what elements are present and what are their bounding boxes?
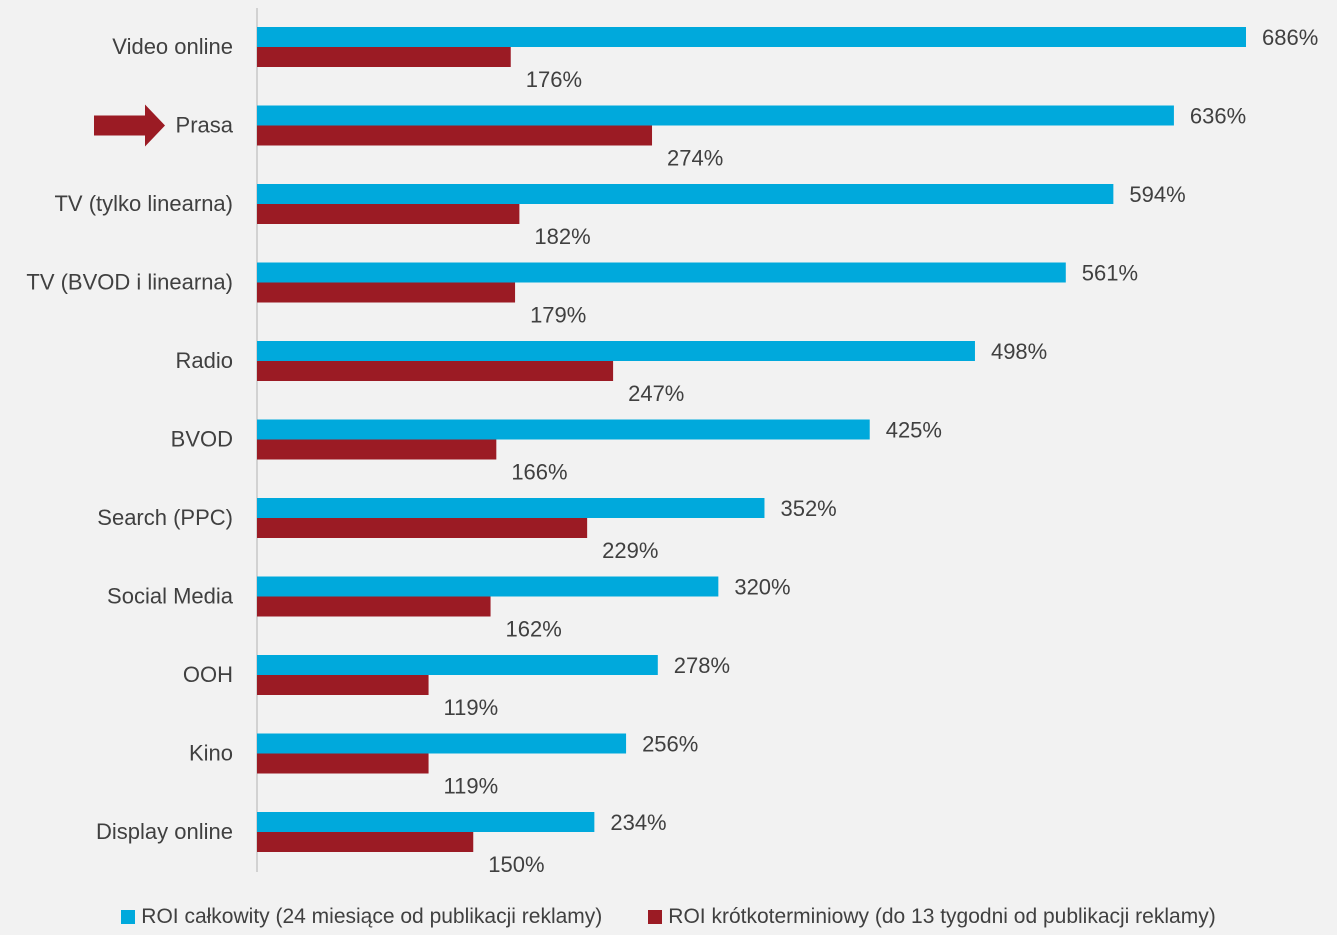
bar-short-term-roi	[257, 518, 588, 538]
category-label: Social Media	[107, 584, 234, 609]
legend-swatch-total-roi	[121, 910, 136, 924]
bar-short-term-roi	[257, 439, 497, 460]
bar-total-roi	[257, 733, 627, 754]
data-label-total-roi: 498%	[991, 339, 1047, 364]
data-label-total-roi: 278%	[674, 653, 730, 678]
bar-short-term-roi	[257, 125, 653, 146]
data-label-short-term-roi: 274%	[667, 146, 723, 171]
data-label-total-roi: 352%	[780, 496, 836, 521]
legend-item-total-roi: ROI całkowity (24 miesiące od publikacji…	[121, 905, 602, 929]
bar-short-term-roi	[257, 282, 516, 303]
legend-label-total-roi: ROI całkowity (24 miesiące od publikacji…	[141, 905, 603, 928]
category-label: Search (PPC)	[97, 505, 233, 530]
data-label-short-term-roi: 179%	[530, 303, 586, 328]
bar-short-term-roi	[257, 832, 474, 852]
category-label: Radio	[176, 348, 233, 373]
data-label-short-term-roi: 150%	[488, 852, 544, 877]
data-label-total-roi: 256%	[642, 732, 698, 757]
bar-total-roi	[257, 419, 870, 440]
data-label-short-term-roi: 247%	[628, 381, 684, 406]
data-label-short-term-roi: 176%	[526, 67, 582, 92]
data-label-short-term-roi: 229%	[602, 538, 658, 563]
data-label-total-roi: 320%	[734, 575, 790, 600]
data-label-total-roi: 594%	[1129, 182, 1185, 207]
data-label-total-roi: 686%	[1262, 25, 1318, 50]
bar-total-roi	[257, 498, 765, 518]
bar-short-term-roi	[257, 204, 520, 224]
data-label-total-roi: 425%	[886, 418, 942, 443]
category-label: BVOD	[171, 427, 233, 452]
bar-short-term-roi	[257, 596, 491, 617]
highlight-arrow-icon	[94, 104, 165, 147]
data-label-total-roi: 636%	[1190, 104, 1246, 129]
data-label-short-term-roi: 119%	[444, 695, 499, 720]
bar-short-term-roi	[257, 47, 511, 67]
bar-total-roi	[257, 341, 975, 361]
bar-total-roi	[257, 27, 1246, 47]
data-label-short-term-roi: 182%	[534, 224, 590, 249]
data-label-short-term-roi: 166%	[511, 460, 567, 485]
chart-legend: ROI całkowity (24 miesiące od publikacji…	[0, 899, 1337, 935]
data-label-total-roi: 234%	[610, 810, 666, 835]
bar-short-term-roi	[257, 675, 429, 695]
data-label-short-term-roi: 162%	[506, 617, 562, 642]
bar-chart: Video online 686% 176% Prasa 636% 274% TV (tyl…	[26, 8, 1318, 877]
bar-total-roi	[257, 105, 1174, 126]
bar-total-roi	[257, 576, 719, 597]
bar-total-roi	[257, 655, 658, 675]
legend-swatch-short-term-roi	[648, 910, 663, 924]
data-label-short-term-roi: 119%	[444, 774, 499, 799]
data-label-total-roi: 561%	[1082, 261, 1138, 286]
category-label: TV (BVOD i linearna)	[26, 270, 233, 295]
category-label: Video online	[112, 34, 233, 59]
category-label: Display online	[96, 819, 233, 844]
legend-item-short-term-roi: ROI krótkoterminiowy (do 13 tygodni od p…	[648, 905, 1216, 929]
legend-label-short-term-roi: ROI krótkoterminiowy (do 13 tygodni od p…	[668, 905, 1216, 928]
bar-short-term-roi	[257, 753, 429, 774]
bar-total-roi	[257, 262, 1066, 283]
category-label: Kino	[189, 741, 233, 766]
category-label: TV (tylko linearna)	[54, 191, 233, 216]
bar-total-roi	[257, 184, 1114, 204]
category-label: Prasa	[176, 113, 234, 138]
bar-short-term-roi	[257, 361, 614, 381]
category-label: OOH	[183, 662, 233, 687]
bar-total-roi	[257, 812, 595, 832]
